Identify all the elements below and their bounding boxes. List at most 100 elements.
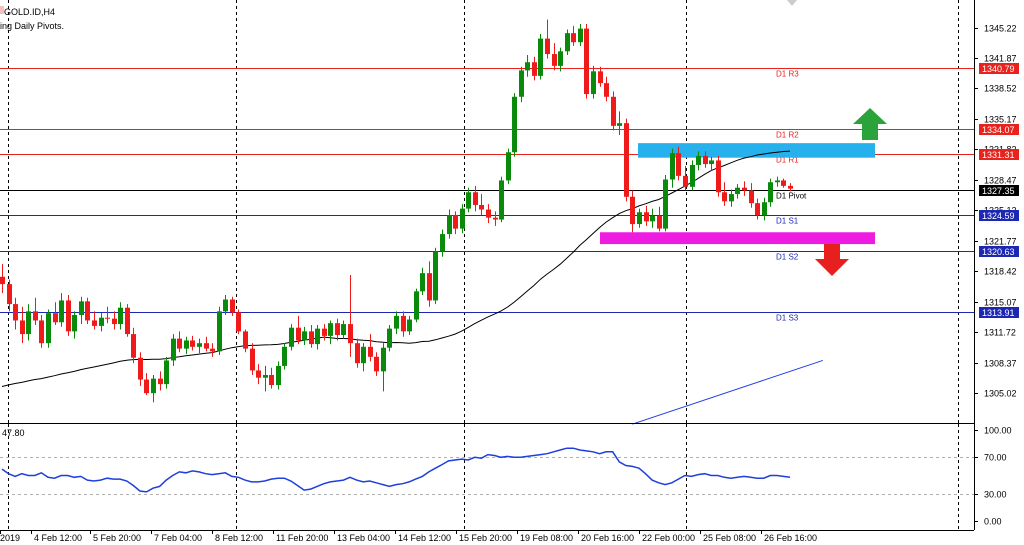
candle-body <box>742 187 747 191</box>
candle-body <box>263 374 268 378</box>
level-price-text: 1327.35 <box>982 186 1015 196</box>
level-price-text: 1331.31 <box>982 150 1015 160</box>
x-tick-label: 11 Feb 20:00 <box>276 533 328 543</box>
candle-body <box>158 378 163 385</box>
candle-body <box>493 217 498 220</box>
candle-body <box>506 152 511 181</box>
candle-body <box>112 318 117 325</box>
candle-body <box>66 300 71 332</box>
candle-body <box>92 320 97 326</box>
zones <box>600 143 875 245</box>
candle-body <box>433 251 438 301</box>
arrow-down-icon <box>815 244 849 276</box>
candle-body <box>355 343 360 364</box>
candle-body <box>611 96 616 126</box>
candle-body <box>138 357 143 380</box>
candle-body <box>164 360 169 385</box>
candle-body <box>696 155 701 165</box>
candle-body <box>394 315 399 329</box>
x-tick-label: 25 Feb 08:00 <box>703 533 756 543</box>
candle-body <box>768 182 773 203</box>
candle-body <box>99 317 104 326</box>
x-tick-label: 4 Feb 12:00 <box>34 533 82 543</box>
candle-body <box>440 234 445 252</box>
candle-body <box>118 307 123 325</box>
candle-body <box>151 378 156 394</box>
x-tick-label: 26 Feb 16:00 <box>764 533 817 543</box>
candle-body <box>735 187 740 195</box>
level-price-tag <box>979 149 1019 160</box>
candle-body <box>486 209 491 218</box>
y-tick-label: 1305.02 <box>984 389 1017 399</box>
arrow-up-icon <box>853 108 887 140</box>
x-tick-label: 15 Feb 20:00 <box>459 533 512 543</box>
oscillator-line <box>1 447 791 493</box>
candle-body <box>53 313 58 323</box>
candle-body <box>361 346 366 364</box>
candle-body <box>630 196 635 225</box>
oscillator-value: 47.80 <box>2 428 25 438</box>
candle-body <box>762 202 767 215</box>
candle-body <box>230 299 235 313</box>
candle-body <box>709 160 714 165</box>
candle-body <box>79 301 84 315</box>
level-price-text: 1313.91 <box>982 308 1015 318</box>
candle-body <box>525 62 530 71</box>
candle-body <box>729 194 734 202</box>
level-label: D1 R1 <box>776 156 799 165</box>
y-tick-label: 1328.47 <box>984 176 1017 186</box>
x-tick-label: 19 Feb 08:00 <box>520 533 573 543</box>
candle-body <box>407 319 412 332</box>
osc-y-tick-label: 30.00 <box>984 490 1007 500</box>
candle-body <box>204 343 209 349</box>
x-tick-label: 14 Feb 12:00 <box>398 533 451 543</box>
level-tags: 1340.79 1334.07 1331.31 1327.35 1324.59 1320.… <box>979 63 1019 318</box>
candle-body <box>558 51 563 66</box>
candle-body <box>512 96 517 153</box>
oscillator-y-axis: 100.00 70.00 30.00 0.00 <box>974 426 1012 527</box>
candle-body <box>749 190 754 204</box>
candle-body <box>460 208 465 229</box>
candle-body <box>282 346 287 366</box>
candle-body <box>427 273 432 301</box>
y-tick-label: 1311.72 <box>984 328 1016 338</box>
candle-body <box>302 331 307 341</box>
level-price-text: 1334.07 <box>982 125 1015 135</box>
candle-body <box>322 328 327 336</box>
level-price-text: 1340.79 <box>982 64 1015 74</box>
supply-zone <box>638 143 875 158</box>
x-tick-label: 8 Feb 12:00 <box>215 533 263 543</box>
candle-body <box>171 338 176 361</box>
candle-body <box>296 327 301 341</box>
level-price-tag <box>979 210 1019 221</box>
x-tick-label: 5 Feb 20:00 <box>93 533 141 543</box>
level-label: D1 S1 <box>776 217 799 226</box>
candle-body <box>722 192 727 202</box>
symbol-color-marker <box>0 6 4 14</box>
candle-body <box>788 185 793 189</box>
level-price-tag <box>979 307 1019 318</box>
level-price-tag <box>979 63 1019 74</box>
x-tick-label: 7 Feb 04:00 <box>154 533 202 543</box>
level-price-tag <box>979 246 1019 257</box>
x-tick-label: 2019 <box>0 533 20 543</box>
candle-body <box>755 203 760 215</box>
candle-body <box>552 54 557 66</box>
candle-body <box>624 123 629 197</box>
candle-body <box>269 374 274 385</box>
candle-body <box>565 33 570 52</box>
candle-body <box>381 347 386 372</box>
candles <box>0 19 793 403</box>
candle-body <box>578 28 583 43</box>
candle-body <box>33 311 38 321</box>
x-tick-label: 22 Feb 00:00 <box>642 533 695 543</box>
level-label: D1 S3 <box>776 314 799 323</box>
candle-body <box>309 331 314 345</box>
candle-body <box>466 192 471 209</box>
level-price-tag <box>979 124 1019 135</box>
candle-body <box>479 204 484 210</box>
candle-body <box>210 348 215 352</box>
y-tick-label: 1345.22 <box>984 24 1017 34</box>
candle-body <box>420 273 425 292</box>
